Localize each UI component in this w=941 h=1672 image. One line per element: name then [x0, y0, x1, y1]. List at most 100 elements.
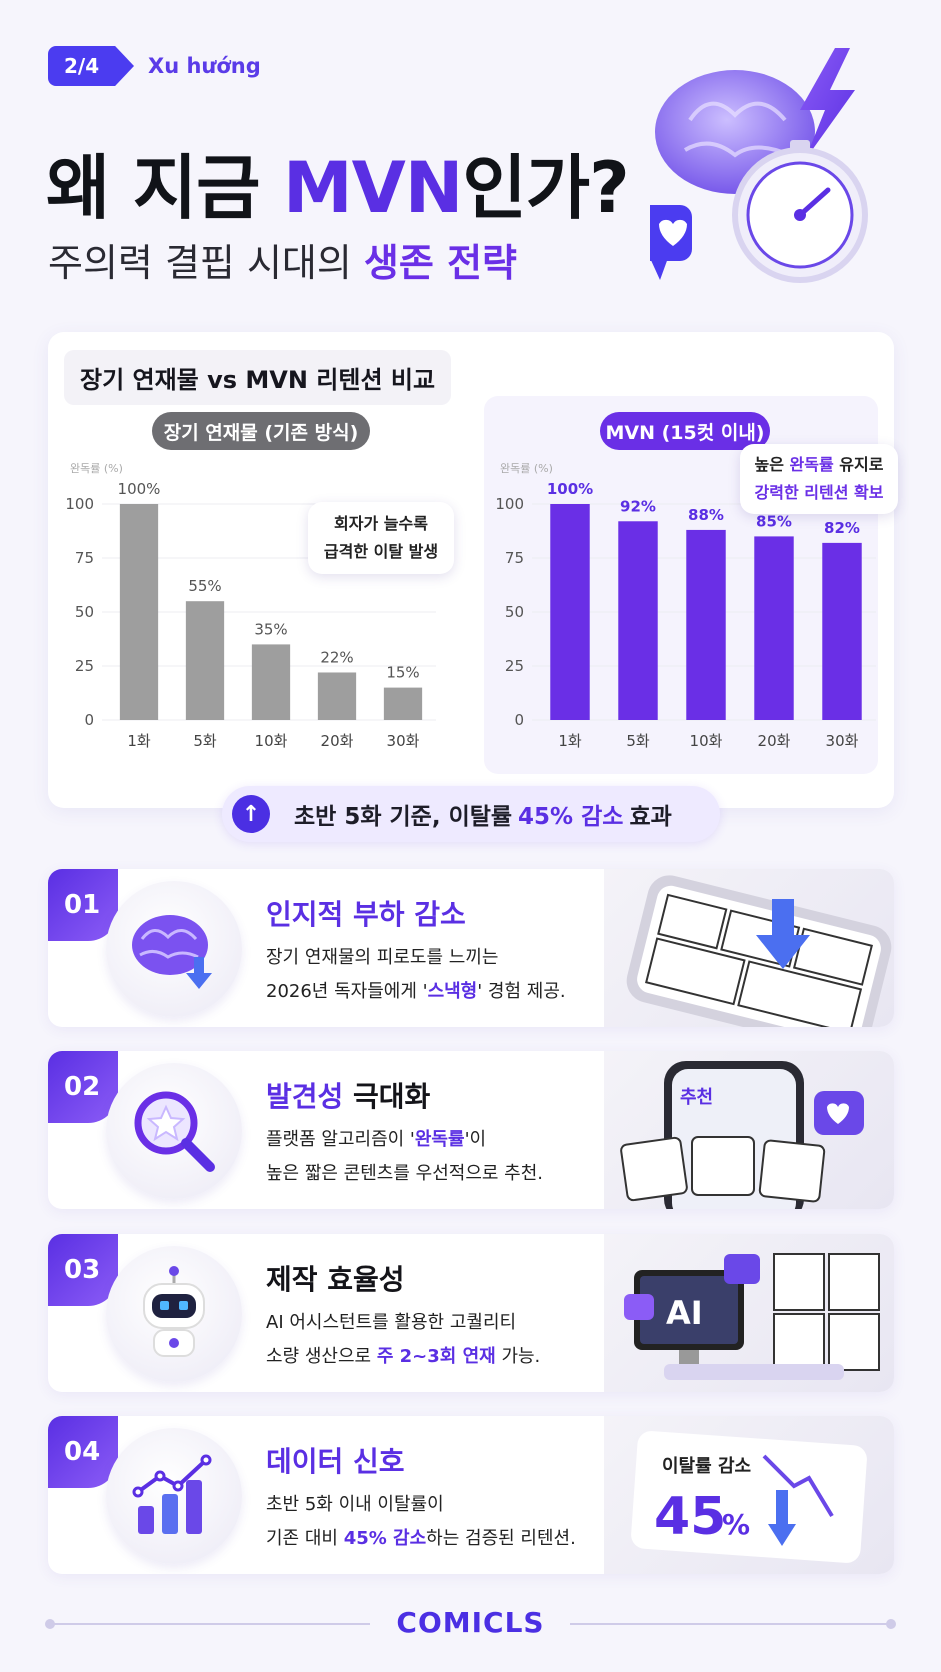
- y-tick-label: 25: [75, 657, 94, 675]
- data-label: 85%: [756, 512, 792, 530]
- page-title: 왜 지금 MVN인가?: [46, 147, 630, 229]
- phone-recommend-icon: 추천: [620, 1061, 864, 1209]
- data-label: 92%: [620, 497, 656, 515]
- feature-title: 데이터 신호: [266, 1445, 405, 1478]
- y-tick-label: 100: [495, 495, 524, 513]
- x-tick-label: 30화: [826, 732, 859, 750]
- feature-description: 장기 연재물의 피로도를 느끼는 2026년 독자들에게 '스낵형' 경험 제공…: [266, 947, 566, 1002]
- x-tick-label: 10화: [690, 732, 723, 750]
- feature-card-03: 03 제작 효율성 AI 어시스턴트를 활용한 고퀄리티 소량 생산으로 주 2…: [48, 1234, 894, 1392]
- x-tick-label: 30화: [387, 732, 420, 750]
- feature-number: 04: [48, 1416, 118, 1488]
- phone-comic-icon: [626, 875, 892, 1027]
- feature-title: 인지적 부하 감소: [266, 898, 466, 931]
- y-tick-label: 0: [84, 711, 94, 729]
- bar: [251, 644, 291, 720]
- y-tick-label: 75: [505, 549, 524, 567]
- data-label: 88%: [688, 506, 724, 524]
- x-tick-label: 5화: [193, 732, 217, 750]
- left-chart-note: 회자가 늘수록 급격한 이탈 발생: [308, 502, 454, 574]
- churn-decrease-card: 이탈률 감소 45 %: [631, 1431, 867, 1563]
- y-tick-label: 75: [75, 549, 94, 567]
- bar: [754, 536, 794, 720]
- arrow-up-icon: ↑: [232, 795, 270, 833]
- feature-description: 플랫폼 알고리즘이 '완독률'이 높은 짧은 콘텐츠를 우선적으로 추천.: [266, 1129, 544, 1184]
- bar: [185, 601, 225, 720]
- heart-chat-icon: [650, 205, 692, 280]
- page-subtitle: 주의력 결핍 시대의 생존 전략: [48, 241, 517, 285]
- recommend-label: 추천: [680, 1087, 713, 1108]
- feature-icon-circle: [106, 1428, 242, 1564]
- feature-description: AI 어시스턴트를 활용한 고퀄리티 소량 생산으로 주 2~3회 연재 가능.: [266, 1312, 541, 1367]
- y-tick-label: 50: [505, 603, 524, 621]
- churn-label: 이탈률 감소: [662, 1456, 751, 1477]
- feature-title: 발견성 극대화: [266, 1080, 431, 1113]
- y-tick-label: 100: [65, 495, 94, 513]
- data-label: 15%: [386, 664, 419, 682]
- data-label: 35%: [254, 620, 287, 638]
- x-tick-label: 10화: [255, 732, 288, 750]
- y-axis-label: 완독률 (%): [70, 462, 123, 475]
- lightning-icon: [800, 48, 855, 160]
- comparison-title: 장기 연재물 vs MVN 리텐션 비교: [64, 350, 452, 405]
- ai-monitor-icon: AI: [624, 1253, 880, 1380]
- feature-number: 03: [48, 1234, 118, 1306]
- churn-unit: %: [722, 1508, 750, 1541]
- summary-banner: ↑ 초반 5화 기준, 이탈률 45% 감소 효과: [222, 786, 720, 842]
- feature-number: 01: [48, 869, 118, 941]
- feature-card-04: 04 데이터 신호 초반 5화 이내 이탈률이 기존 대비 45% 감소하는 검…: [48, 1416, 894, 1574]
- retention-bar-charts: 완독률 (%) 0 25 50 75 100 100% 1화 55% 5화 35% 10화 22% 20화…: [65, 462, 876, 750]
- churn-value: 45: [654, 1487, 726, 1547]
- ai-label: AI: [666, 1294, 703, 1332]
- feature-image: 이탈률 감소 45 %: [604, 1416, 894, 1574]
- bar: [618, 521, 658, 720]
- data-label: 100%: [118, 480, 161, 498]
- search-star-icon: [134, 1091, 215, 1172]
- footer-dot-left: [45, 1619, 55, 1629]
- brain-stopwatch-illustration: [650, 48, 868, 283]
- bar: [822, 542, 862, 720]
- bar: [686, 529, 726, 720]
- footer-divider-right: [570, 1623, 890, 1625]
- feature-image: AI: [604, 1234, 894, 1392]
- feature-title: 제작 효율성: [266, 1263, 405, 1296]
- x-tick-label: 5화: [626, 732, 650, 750]
- data-label: 22%: [320, 648, 353, 666]
- brand-logo: COMICLS: [396, 1606, 545, 1639]
- x-tick-label: 1화: [558, 732, 582, 750]
- footer-dot-right: [886, 1619, 896, 1629]
- feature-image: [604, 869, 894, 1027]
- x-tick-label: 20화: [321, 732, 354, 750]
- section-label: Xu hướng: [148, 54, 261, 78]
- page-number-badge: 2/4: [48, 46, 134, 86]
- y-tick-label: 50: [75, 603, 94, 621]
- bar: [383, 687, 423, 720]
- footer-divider-left: [50, 1623, 370, 1625]
- data-label: 100%: [547, 480, 593, 498]
- feature-icon-circle: [106, 1063, 242, 1199]
- bar: [119, 504, 159, 720]
- long-series-pill: 장기 연재물 (기존 방식): [152, 412, 370, 450]
- brain-icon: [132, 915, 212, 989]
- bar: [550, 504, 590, 720]
- feature-icon-circle: [106, 881, 242, 1017]
- right-chart-note: 높은 완독률 유지로 강력한 리텐션 확보: [740, 444, 898, 514]
- bar: [317, 672, 357, 720]
- heart-chat-icon: [814, 1091, 864, 1135]
- data-label: 82%: [824, 519, 860, 537]
- y-axis-label: 완독률 (%): [500, 462, 553, 475]
- robot-icon: [143, 1266, 205, 1357]
- feature-icon-circle: [106, 1246, 242, 1382]
- mvn-pill: MVN (15컷 이내): [600, 412, 770, 450]
- feature-image: 추천: [604, 1051, 894, 1209]
- feature-card-01: 01 인지적 부하 감소 장기 연재물의 피로도를 느끼는 2026년 독자들에…: [48, 869, 894, 1027]
- bar-growth-icon: [132, 1454, 212, 1534]
- y-tick-label: 0: [514, 711, 524, 729]
- feature-number: 02: [48, 1051, 118, 1123]
- data-label: 55%: [188, 577, 221, 595]
- x-tick-label: 20화: [758, 732, 791, 750]
- y-tick-label: 25: [505, 657, 524, 675]
- feature-card-02: 02 발견성 극대화 플랫폼 알고리즘이 '완독률'이 높은 짧은 콘텐츠를 우…: [48, 1051, 894, 1209]
- feature-description: 초반 5화 이내 이탈률이 기존 대비 45% 감소하는 검증된 리텐션.: [266, 1494, 576, 1549]
- x-tick-label: 1화: [127, 732, 151, 750]
